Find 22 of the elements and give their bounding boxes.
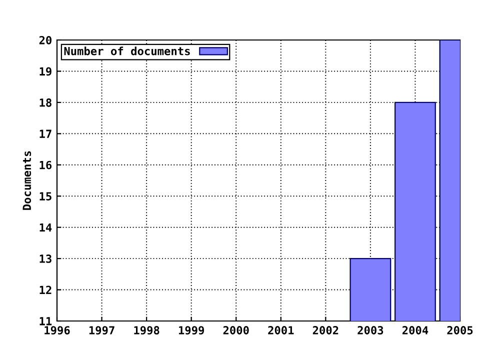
x-tick-label: 2002	[312, 326, 338, 334]
y-tick-label: 13	[40, 254, 52, 263]
y-tick-label: 18	[40, 98, 52, 107]
x-tick-label: 2000	[223, 326, 249, 334]
y-tick-label: 15	[40, 192, 52, 200]
x-tick-label: 2005	[447, 326, 473, 334]
x-tick-label: 1998	[134, 326, 160, 335]
x-tick-label: 2003	[358, 326, 384, 334]
y-tick-label: 12	[40, 286, 52, 294]
x-tick-label: 1997	[89, 326, 114, 335]
y-tick-label: 11	[40, 317, 52, 326]
x-tick-label: 1996	[44, 326, 70, 335]
y-tick-label: 14	[40, 223, 52, 232]
legend-label: Number of documents	[64, 46, 190, 56]
y-axis-title: Documents	[22, 151, 32, 210]
x-tick-label: 2001	[268, 326, 294, 334]
y-tick-label: 16	[40, 160, 52, 170]
y-tick-label: 20	[39, 36, 52, 44]
y-tick-label: 19	[40, 67, 52, 76]
x-tick-label: 1999	[178, 326, 204, 335]
y-tick-label: 17	[40, 130, 52, 138]
x-tick-label: 2004	[402, 326, 428, 334]
